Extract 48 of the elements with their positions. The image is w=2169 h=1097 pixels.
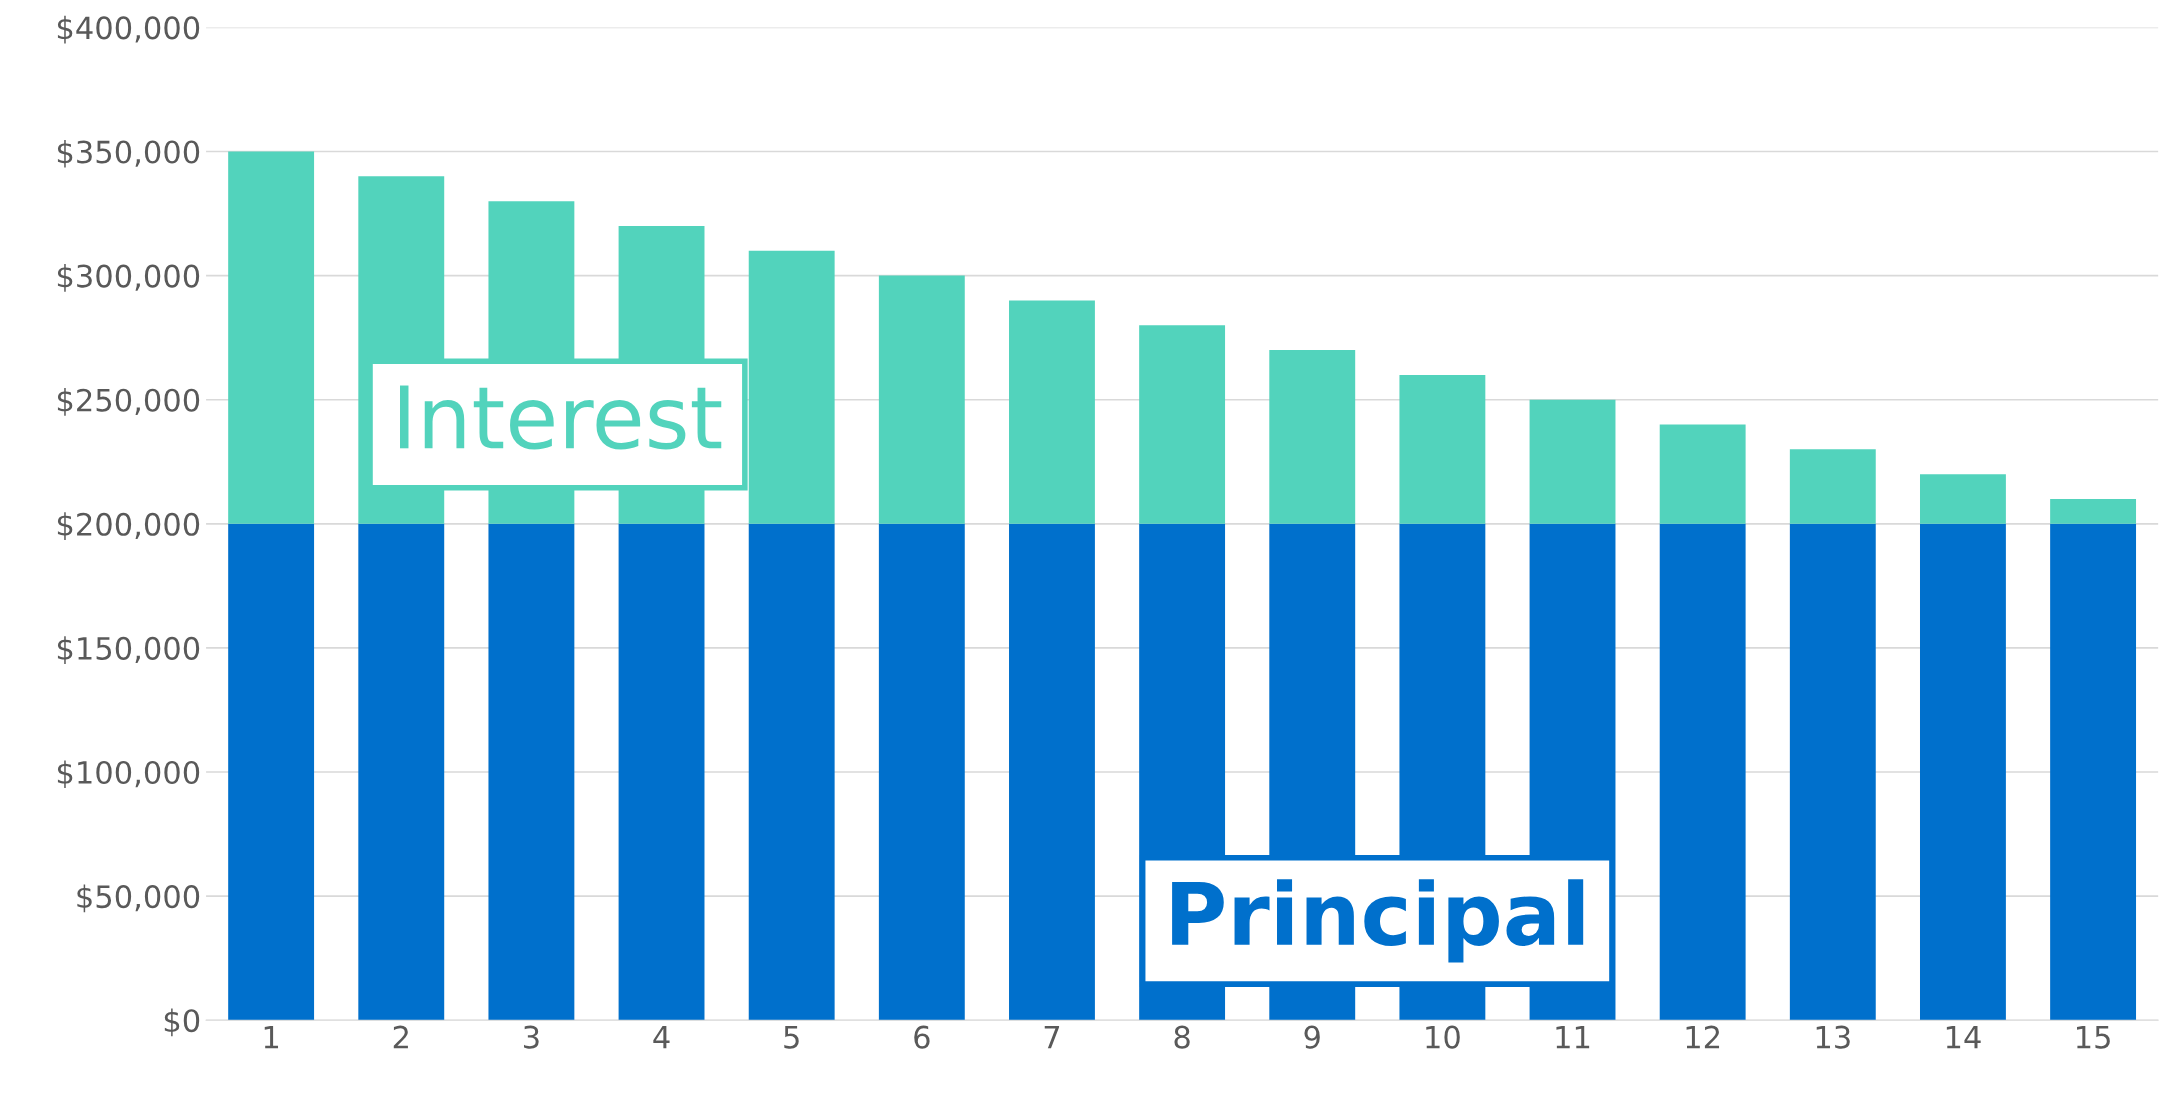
bar: [1789, 523, 1876, 1021]
bar: [488, 523, 575, 1021]
bar: [1920, 523, 2006, 1021]
x-tick-label: 10: [1426, 1025, 1460, 1049]
bar: [1269, 350, 1356, 524]
series-label: Principal: [1172, 879, 1584, 963]
x-tick-label: 2: [393, 1025, 408, 1049]
bar: [1139, 325, 1226, 524]
y-tick-label: $100,000: [57, 760, 200, 789]
x-tick-label: 12: [1686, 1025, 1720, 1049]
bar: [1659, 523, 1746, 1021]
bar: [1399, 374, 1486, 524]
y-tick-label: $200,000: [57, 512, 200, 540]
x-tick-label: 15: [2077, 1026, 2110, 1049]
bar: [878, 275, 965, 524]
y-tick-label: $400,000: [57, 15, 200, 44]
bar: [618, 523, 705, 1021]
bar: [1009, 300, 1095, 524]
bar: [2050, 499, 2137, 524]
x-tick-label: 11: [1556, 1026, 1590, 1049]
bar: [358, 523, 445, 1021]
x-tick-label: 9: [1304, 1025, 1320, 1049]
bar: [228, 151, 315, 524]
bar: [1009, 523, 1095, 1021]
y-tick-label: $250,000: [57, 388, 200, 416]
bar: [1659, 424, 1746, 524]
x-tick-label: 4: [653, 1026, 670, 1049]
x-tick-label: 8: [1174, 1025, 1190, 1049]
bar: [228, 523, 315, 1021]
x-tick-label: 5: [784, 1026, 799, 1049]
series-label: Interest: [399, 385, 722, 450]
bar: [748, 523, 835, 1021]
y-tick-label: $50,000: [77, 884, 200, 913]
x-tick-label: 3: [524, 1025, 539, 1049]
bar: [1920, 474, 2006, 524]
bar: [878, 523, 965, 1021]
x-tick-label: 14: [1946, 1026, 1981, 1049]
y-tick-label: $300,000: [57, 264, 200, 292]
y-tick-label: $350,000: [57, 139, 200, 168]
bar: [1789, 449, 1876, 524]
bar: [2050, 523, 2137, 1021]
y-tick-label: $0: [164, 1008, 200, 1037]
bar: [1529, 399, 1616, 524]
x-tick-label: 1: [264, 1026, 279, 1049]
x-tick-label: 7: [1044, 1026, 1060, 1049]
x-tick-label: 13: [1816, 1025, 1850, 1049]
x-tick-label: 6: [914, 1025, 930, 1049]
y-tick-label: $150,000: [57, 636, 200, 665]
